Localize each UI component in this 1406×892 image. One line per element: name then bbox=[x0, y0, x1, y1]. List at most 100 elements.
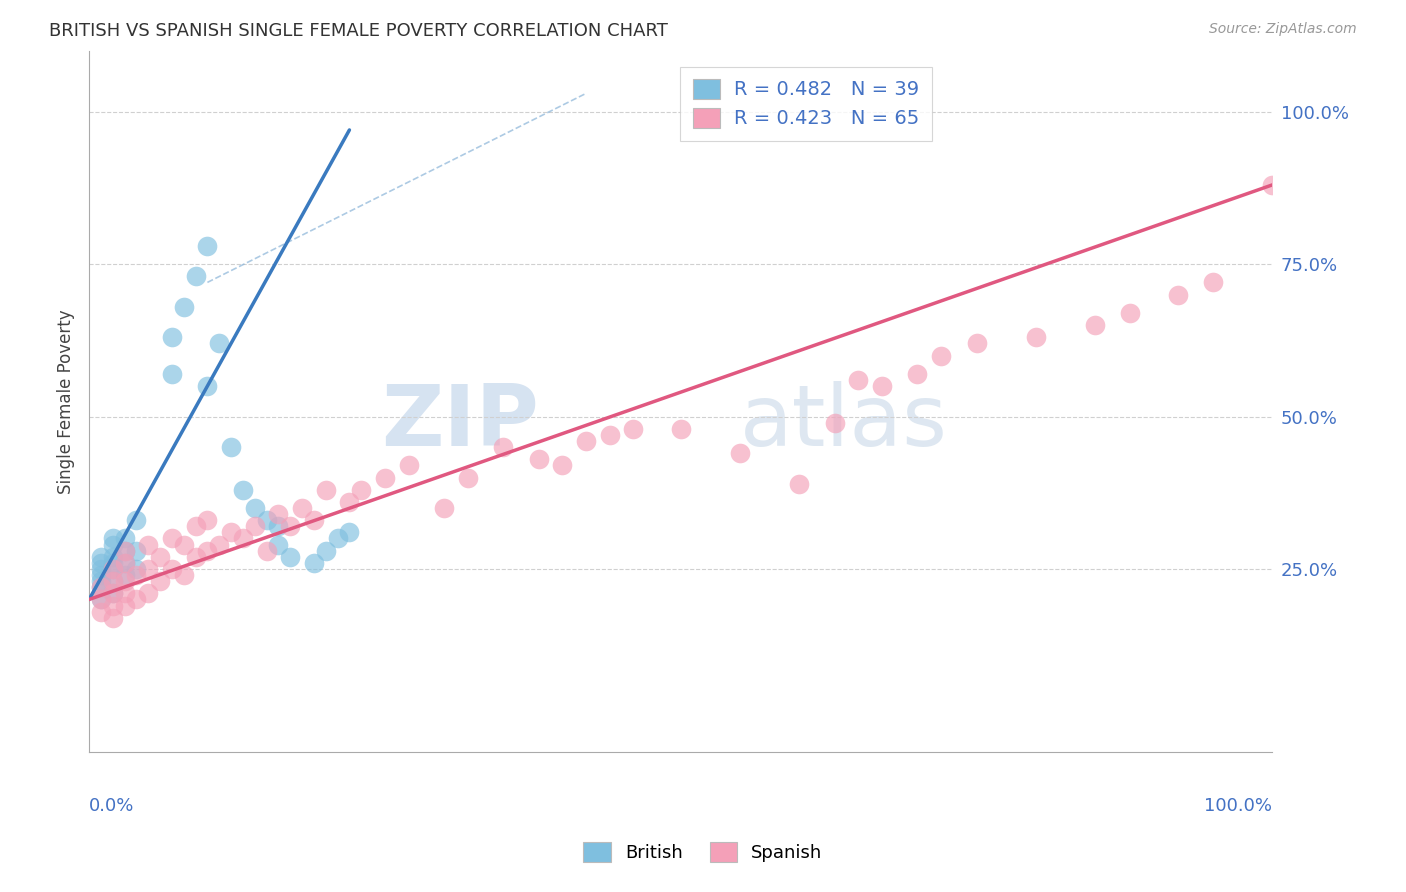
Legend: British, Spanish: British, Spanish bbox=[576, 835, 830, 870]
Point bbox=[219, 525, 242, 540]
Point bbox=[114, 556, 136, 570]
Point bbox=[184, 269, 207, 284]
Point bbox=[114, 586, 136, 600]
Point bbox=[101, 549, 124, 564]
Point bbox=[173, 300, 195, 314]
Point bbox=[173, 538, 195, 552]
Point bbox=[101, 532, 124, 546]
Point bbox=[114, 568, 136, 582]
Point bbox=[125, 513, 148, 527]
Point bbox=[350, 483, 373, 497]
Point bbox=[339, 495, 361, 509]
Point bbox=[669, 422, 692, 436]
Point bbox=[457, 470, 479, 484]
Point bbox=[197, 239, 219, 253]
Point bbox=[575, 434, 598, 448]
Point bbox=[125, 543, 148, 558]
Point bbox=[232, 532, 254, 546]
Point bbox=[929, 349, 952, 363]
Point bbox=[870, 379, 893, 393]
Point bbox=[90, 556, 112, 570]
Text: BRITISH VS SPANISH SINGLE FEMALE POVERTY CORRELATION CHART: BRITISH VS SPANISH SINGLE FEMALE POVERTY… bbox=[49, 22, 668, 40]
Point bbox=[101, 611, 124, 625]
Point bbox=[160, 330, 183, 344]
Point bbox=[114, 574, 136, 589]
Point bbox=[160, 562, 183, 576]
Point bbox=[90, 580, 112, 594]
Point bbox=[101, 562, 124, 576]
Point bbox=[208, 336, 231, 351]
Point bbox=[136, 538, 159, 552]
Point bbox=[243, 501, 266, 516]
Point bbox=[114, 532, 136, 546]
Point bbox=[101, 556, 124, 570]
Text: 100.0%: 100.0% bbox=[1205, 797, 1272, 815]
Point bbox=[1261, 178, 1284, 192]
Point bbox=[527, 452, 550, 467]
Point bbox=[90, 580, 112, 594]
Point bbox=[149, 549, 172, 564]
Point bbox=[492, 440, 515, 454]
Point bbox=[219, 440, 242, 454]
Point bbox=[551, 458, 574, 473]
Point bbox=[101, 574, 124, 589]
Point bbox=[90, 592, 112, 607]
Text: atlas: atlas bbox=[740, 381, 948, 464]
Point bbox=[315, 483, 337, 497]
Point bbox=[114, 599, 136, 613]
Point bbox=[90, 592, 112, 607]
Point bbox=[1202, 276, 1225, 290]
Point bbox=[1025, 330, 1047, 344]
Point bbox=[433, 501, 456, 516]
Point bbox=[267, 507, 290, 521]
Point bbox=[302, 556, 325, 570]
Point bbox=[326, 532, 349, 546]
Point bbox=[267, 519, 290, 533]
Point bbox=[398, 458, 420, 473]
Legend: R = 0.482   N = 39, R = 0.423   N = 65: R = 0.482 N = 39, R = 0.423 N = 65 bbox=[681, 67, 932, 141]
Point bbox=[125, 562, 148, 576]
Point bbox=[197, 513, 219, 527]
Point bbox=[149, 574, 172, 589]
Point bbox=[1084, 318, 1107, 332]
Point bbox=[728, 446, 751, 460]
Point bbox=[101, 574, 124, 589]
Point bbox=[114, 543, 136, 558]
Point bbox=[197, 379, 219, 393]
Point bbox=[232, 483, 254, 497]
Point bbox=[160, 532, 183, 546]
Text: 0.0%: 0.0% bbox=[89, 797, 135, 815]
Point bbox=[846, 373, 869, 387]
Point bbox=[302, 513, 325, 527]
Point bbox=[291, 501, 314, 516]
Text: ZIP: ZIP bbox=[381, 381, 538, 464]
Point bbox=[101, 538, 124, 552]
Y-axis label: Single Female Poverty: Single Female Poverty bbox=[58, 309, 75, 493]
Point bbox=[907, 367, 929, 381]
Text: Source: ZipAtlas.com: Source: ZipAtlas.com bbox=[1209, 22, 1357, 37]
Point bbox=[101, 562, 124, 576]
Point bbox=[278, 519, 301, 533]
Point bbox=[256, 543, 278, 558]
Point bbox=[339, 525, 361, 540]
Point bbox=[90, 574, 112, 589]
Point bbox=[90, 568, 112, 582]
Point bbox=[824, 416, 846, 430]
Point bbox=[136, 586, 159, 600]
Point bbox=[90, 605, 112, 619]
Point bbox=[278, 549, 301, 564]
Point bbox=[256, 513, 278, 527]
Point bbox=[267, 538, 290, 552]
Point bbox=[208, 538, 231, 552]
Point bbox=[315, 543, 337, 558]
Point bbox=[136, 562, 159, 576]
Point bbox=[101, 586, 124, 600]
Point bbox=[1119, 306, 1142, 320]
Point bbox=[101, 586, 124, 600]
Point bbox=[125, 568, 148, 582]
Point bbox=[90, 562, 112, 576]
Point bbox=[101, 599, 124, 613]
Point bbox=[114, 543, 136, 558]
Point bbox=[1167, 287, 1189, 301]
Point bbox=[243, 519, 266, 533]
